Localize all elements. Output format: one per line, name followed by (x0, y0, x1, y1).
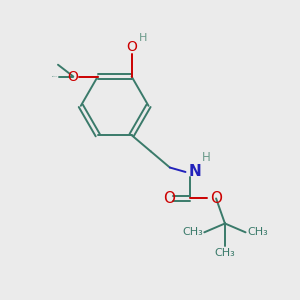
Text: H: H (201, 151, 210, 164)
Text: methoxy: methoxy (52, 76, 58, 77)
Text: O: O (210, 191, 222, 206)
Text: N: N (189, 164, 202, 179)
Text: CH₃: CH₃ (247, 227, 268, 237)
Text: CH₃: CH₃ (214, 248, 235, 258)
Text: O: O (126, 40, 137, 54)
Text: O: O (67, 70, 78, 83)
Text: H: H (139, 33, 147, 43)
Text: O: O (163, 191, 175, 206)
Text: CH₃: CH₃ (182, 227, 203, 237)
